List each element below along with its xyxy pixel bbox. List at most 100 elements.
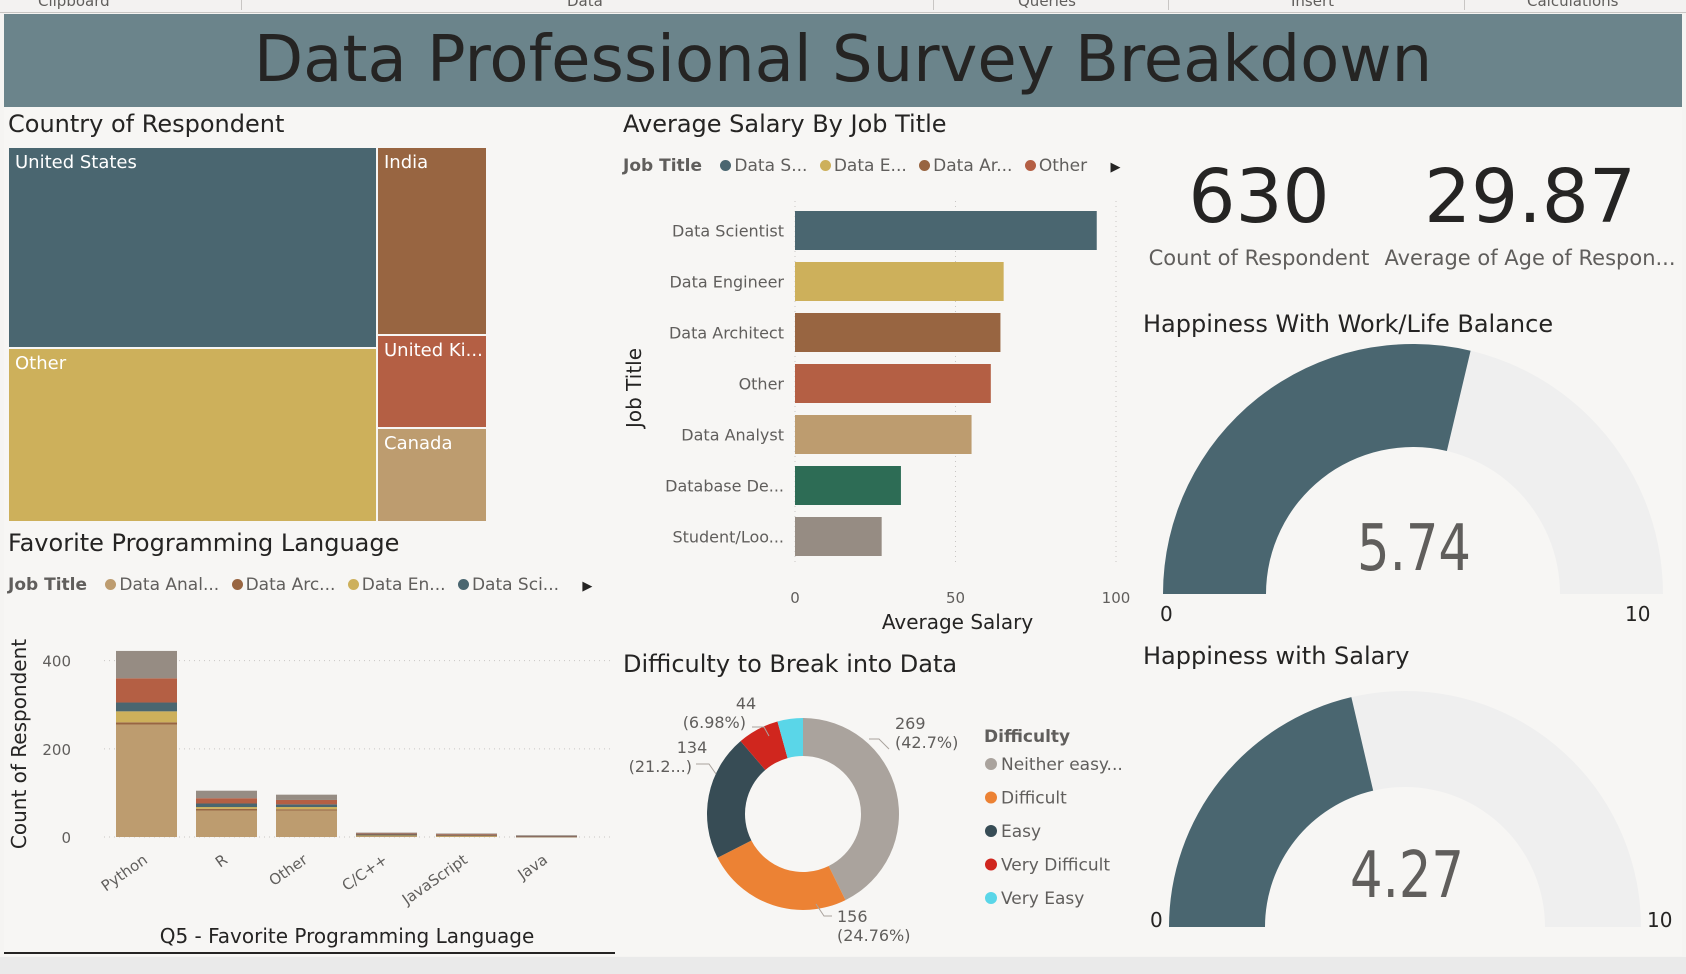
difficulty-chart-title: Difficulty to Break into Data [623,650,958,678]
legend-dot-icon [985,892,997,904]
treemap-tile-united-states[interactable]: United States [9,148,376,347]
salary-legend-item[interactable]: Data S... [713,156,807,176]
donut-data-percent: (42.7%) [895,733,958,752]
page-bottom-edge [0,957,1686,974]
treemap-tile-other[interactable]: Other [9,349,376,521]
language-bar-segment [276,799,337,805]
ribbon-group-data[interactable]: Data [567,0,603,10]
salary-y-tick-label: Data Architect [669,324,784,343]
salary-legend-item[interactable]: Other [1018,156,1087,176]
difficulty-donut-chart: 269(42.7%) 156(24.76%) 134(21.2...) 44(6.98… [629,694,1123,945]
salary-y-tick-label: Data Analyst [681,426,784,445]
language-bar-segment [276,810,337,837]
language-legend-item[interactable]: Data Sci... [451,575,559,595]
balance-gauge-max: 10 [1625,602,1651,626]
language-bar-segment [516,835,577,837]
language-bar-segment [116,678,177,703]
salary-gauge-max: 10 [1647,908,1673,932]
ribbon-group-insert[interactable]: Insert [1291,0,1335,10]
donut-slice-difficult [717,840,846,910]
language-bar-segment [356,835,417,837]
visual-focus-underline [4,952,615,954]
salary-bar [795,313,1001,352]
ribbon-group-clipboard[interactable]: Clipboard [38,0,110,10]
legend-dot-icon [985,791,997,804]
language-bar-segment [116,650,177,679]
language-x-axis-title: Q5 - Favorite Programming Language [160,924,535,948]
treemap-tile-united-kingdom[interactable]: United Ki... [378,336,486,427]
country-chart-title: Country of Respondent [8,110,285,138]
language-bar-segment [196,790,257,799]
donut-data-percent: (21.2...) [629,757,692,776]
language-bar-segment [356,834,417,836]
language-chart-title: Favorite Programming Language [8,529,400,557]
language-y-tick-label: 0 [61,829,71,847]
language-bar-segment [196,807,257,809]
language-legend-item[interactable]: Data Anal... [98,575,219,595]
language-bar-segment [276,804,337,808]
salary-y-tick-label: Data Engineer [669,273,784,292]
donut-data-value: 156 [837,907,868,926]
salary-x-tick-label: 50 [946,589,965,607]
donut-data-value: 134 [677,738,708,757]
salary-bar [795,211,1097,250]
treemap-tile-canada[interactable]: Canada [378,429,486,521]
donut-leader-line [752,726,770,737]
language-bar-segment [436,835,497,837]
donut-data-percent: (6.98%) [683,713,746,732]
salary-bar [795,517,882,556]
difficulty-legend-item: Neither easy... [1001,755,1123,775]
donut-data-value: 44 [736,694,756,713]
salary-legend-item[interactable]: Data Ar... [912,156,1012,176]
donut-slice-very-easy [777,718,803,759]
difficulty-legend-item: Very Difficult [1001,856,1110,876]
language-bar-segment [436,833,497,835]
difficulty-legend-item: Very Easy [1001,889,1084,909]
language-legend-item[interactable]: Data En... [341,575,446,595]
difficulty-legend-item: Difficult [1001,789,1067,809]
salary-bar-chart: 0 50 100 Data Scientist Data Engineer Data Ar… [622,201,1131,634]
language-bar-segment [276,807,337,810]
legend-dot-icon [985,825,997,837]
salary-x-tick-label: 0 [790,589,800,607]
language-bar-segment [196,810,257,837]
balance-gauge [1163,343,1663,594]
legend-dot-icon [919,160,931,171]
difficulty-legend-title: Difficulty [984,727,1070,747]
gauge-fill [1163,343,1471,594]
salary-bar [795,415,972,454]
legend-next-arrow-icon[interactable]: ▶ [1110,160,1121,175]
salary-bar [795,262,1004,301]
donut-slice-easy [707,741,766,858]
salary-chart-title: Average Salary By Job Title [623,110,947,138]
language-bar-segment [276,809,337,811]
salary-legend-item[interactable]: Data E... [813,156,907,176]
donut-leader-line [696,763,717,775]
count-card-value: 630 [1188,154,1330,240]
salary-x-tick-label: 100 [1102,589,1131,607]
language-bar-segment [196,808,257,811]
legend-dot-icon [105,579,117,590]
donut-data-value: 269 [895,714,926,733]
salary-gauge-min: 0 [1150,908,1163,932]
salary-y-tick-label: Data Scientist [672,222,784,241]
legend-dot-icon [347,579,359,590]
legend-next-arrow-icon[interactable]: ▶ [582,579,593,594]
treemap-tile-india[interactable]: India [378,148,486,334]
salary-y-axis-title: Job Title [622,348,646,430]
donut-slice-neither [803,718,900,901]
ribbon-group-calculations[interactable]: Calculations [1527,0,1619,10]
salary-bar [795,364,991,403]
salary-y-tick-label: Student/Loo... [672,528,784,547]
salary-y-tick-label: Database De... [665,477,784,496]
language-legend-item[interactable]: Data Arc... [225,575,335,595]
language-bar-segment [356,833,417,835]
language-bar-segment [356,832,417,834]
balance-gauge-min: 0 [1160,602,1173,626]
legend-dot-icon [457,579,469,590]
salary-gauge-value: 4.27 [1350,839,1464,913]
ribbon-group-queries[interactable]: Queries [1018,0,1076,10]
difficulty-legend-item: Easy [1001,822,1041,842]
salary-y-tick-label: Other [739,375,785,394]
